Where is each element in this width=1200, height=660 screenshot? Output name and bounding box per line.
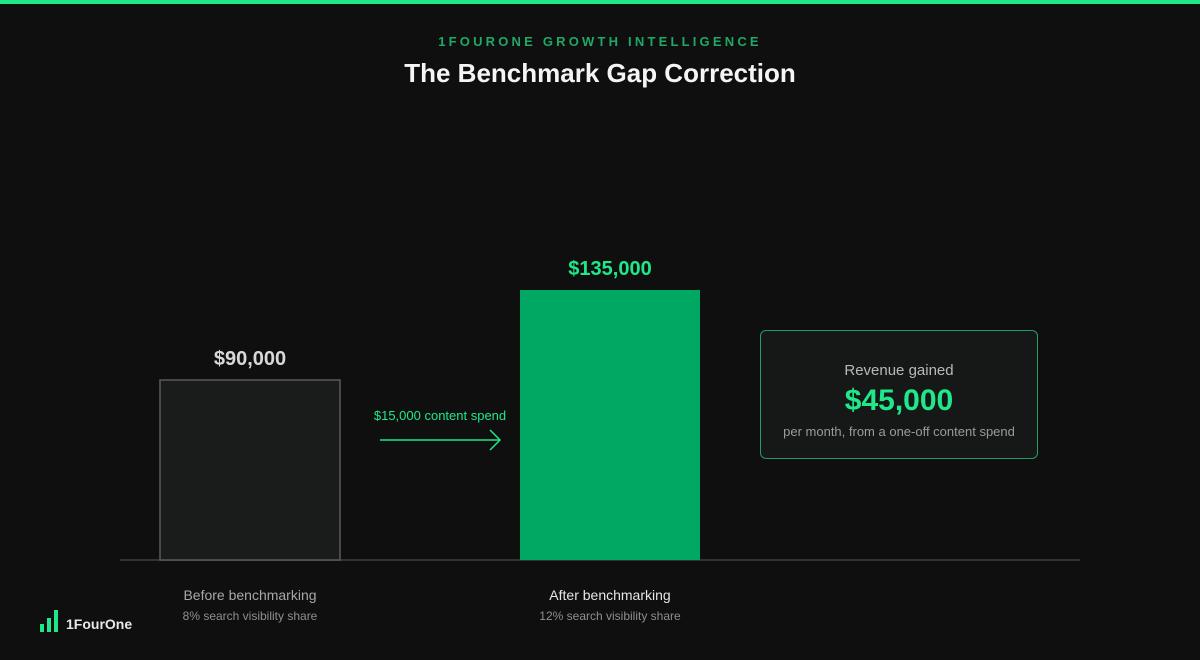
category-label-before: Before benchmarking <box>183 587 317 603</box>
brand-name: 1FourOne <box>66 616 133 632</box>
category-sub-after: 12% search visibility share <box>539 609 681 623</box>
bar-chart-icon <box>40 610 58 632</box>
top-accent-bar <box>0 0 1200 4</box>
annotation-label: $15,000 content spend <box>374 408 506 423</box>
arrow-right-icon <box>489 429 502 451</box>
callout-label: Revenue gained <box>844 362 954 379</box>
eyebrow-label: 1FOURONE GROWTH INTELLIGENCE <box>438 34 762 49</box>
value-label-after: $135,000 <box>568 258 651 280</box>
callout-value: $45,000 <box>844 384 954 417</box>
revenue-callout-card: Revenue gained $45,000 per month, from a… <box>760 330 1038 459</box>
bar-before-benchmarking <box>159 379 341 561</box>
brand-logo: 1FourOne <box>40 610 132 632</box>
bar-after-benchmarking <box>520 290 700 560</box>
category-label-after: After benchmarking <box>549 587 671 603</box>
callout-subtitle: per month, from a one-off content spend <box>783 424 1015 439</box>
chart-title: The Benchmark Gap Correction <box>404 58 796 88</box>
value-label-before: $90,000 <box>214 348 286 370</box>
category-sub-before: 8% search visibility share <box>182 609 318 623</box>
